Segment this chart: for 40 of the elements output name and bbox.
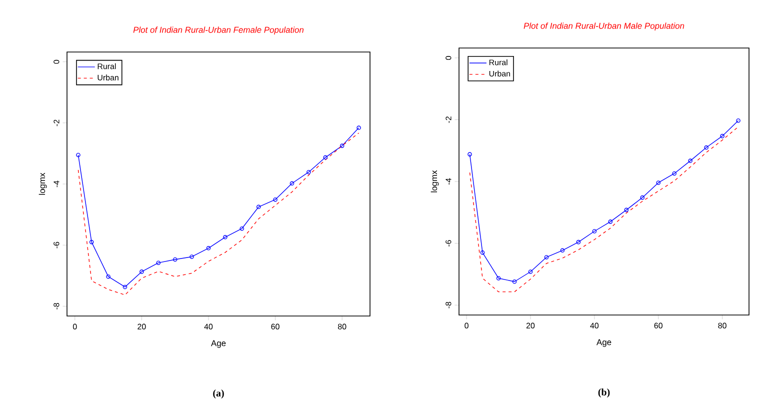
point (576, 240, 581, 244)
point (656, 180, 660, 185)
point (122, 284, 128, 290)
x-axis-title: Age (210, 340, 226, 348)
x-axis-title: Age (596, 339, 612, 347)
point (720, 134, 724, 138)
text: (b) (598, 388, 610, 398)
point (512, 279, 517, 284)
point (672, 171, 676, 176)
point (273, 197, 278, 202)
point (640, 195, 645, 200)
text: (a) (213, 389, 224, 399)
y-axis-title: logmx (38, 172, 47, 195)
point (688, 158, 692, 163)
point (528, 270, 533, 274)
point (704, 145, 708, 150)
point (624, 208, 629, 212)
point (89, 240, 94, 244)
point (190, 254, 194, 259)
point (340, 144, 344, 148)
point (592, 229, 597, 234)
point (256, 204, 261, 210)
point (608, 220, 613, 224)
point (496, 276, 501, 280)
point (156, 260, 161, 265)
point (306, 170, 311, 174)
y-axis-title: logmx (430, 170, 439, 192)
chart-title: Plot of Indian Rural-Urban Male Population (524, 22, 684, 30)
point (560, 248, 565, 253)
chart-title: Plot of Indian Rural-Urban Female Population (133, 26, 304, 34)
point (544, 255, 549, 260)
point (323, 155, 328, 160)
point (223, 235, 228, 240)
point (106, 274, 110, 279)
point (206, 246, 211, 250)
point (140, 270, 144, 274)
point (240, 226, 244, 231)
point (172, 257, 178, 262)
point (480, 250, 485, 255)
point (290, 181, 294, 186)
